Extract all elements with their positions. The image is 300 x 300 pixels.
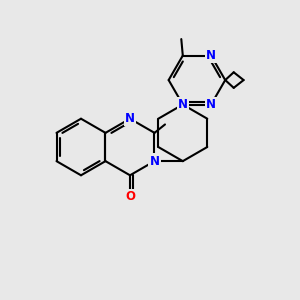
Text: O: O [125, 190, 135, 203]
Text: N: N [149, 154, 160, 168]
Text: N: N [206, 98, 216, 111]
Text: N: N [206, 49, 216, 62]
Text: N: N [178, 98, 188, 111]
Text: N: N [125, 112, 135, 125]
